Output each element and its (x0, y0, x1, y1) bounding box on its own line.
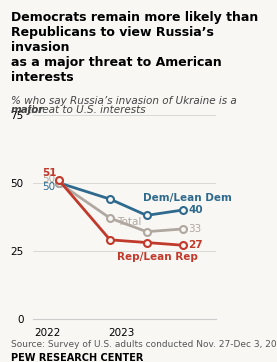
Text: 33: 33 (188, 224, 202, 234)
Text: Total: Total (117, 217, 142, 227)
Text: threat to U.S. interests: threat to U.S. interests (24, 105, 145, 115)
Text: 51: 51 (42, 168, 57, 178)
Text: Democrats remain more likely than
Republicans to view Russia’s invasion
as a maj: Democrats remain more likely than Republ… (11, 11, 258, 84)
Text: major: major (11, 105, 45, 115)
Text: 50: 50 (42, 174, 55, 184)
Text: PEW RESEARCH CENTER: PEW RESEARCH CENTER (11, 353, 143, 362)
Text: % who say Russia’s invasion of Ukraine is a: % who say Russia’s invasion of Ukraine i… (11, 96, 240, 106)
Text: 40: 40 (188, 205, 203, 215)
Text: Source: Survey of U.S. adults conducted Nov. 27-Dec 3, 2023.: Source: Survey of U.S. adults conducted … (11, 340, 277, 349)
Text: Dem/Lean Dem: Dem/Lean Dem (143, 193, 232, 203)
Text: 27: 27 (188, 240, 203, 250)
Text: Rep/Lean Rep: Rep/Lean Rep (117, 252, 198, 262)
Text: 50: 50 (42, 182, 55, 192)
